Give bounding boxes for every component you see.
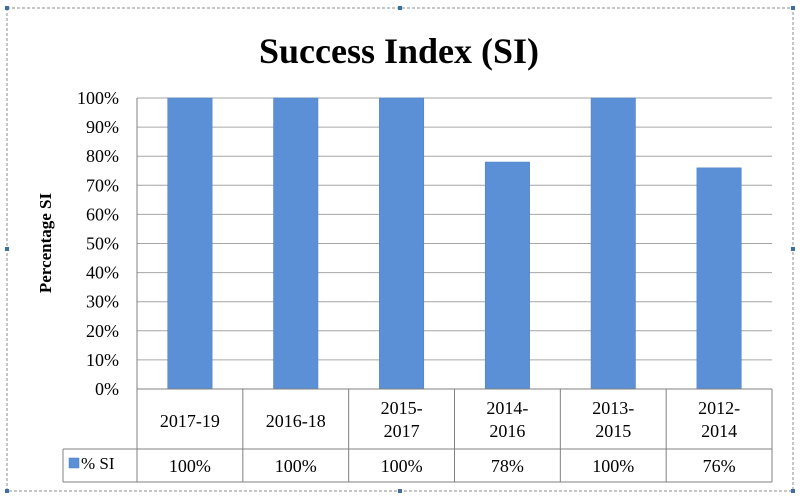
bar: [696, 167, 742, 390]
resize-handle: [5, 6, 9, 10]
x-tick-label: 2015-2017: [381, 398, 423, 441]
bar: [484, 161, 530, 390]
bar: [590, 97, 636, 390]
y-tick-label: 50%: [86, 234, 119, 254]
y-tick-label: 100%: [77, 88, 119, 108]
x-tick-label: 2012-2014: [698, 398, 740, 441]
data-label: 78%: [491, 456, 524, 476]
resize-handle: [398, 489, 402, 493]
y-tick-label: 80%: [86, 146, 119, 166]
y-tick-label: 10%: [86, 350, 119, 370]
y-tick-label: 40%: [86, 263, 119, 283]
resize-handle: [791, 6, 795, 10]
y-tick-label: 60%: [86, 204, 119, 224]
data-table: 2017-19 2016-18 2015-2017 2014-2016 2013-201…: [62, 388, 773, 483]
bar: [379, 97, 425, 390]
resize-handle: [791, 247, 795, 251]
x-tick-label: 2016-18: [266, 411, 326, 431]
data-label: 100%: [592, 456, 634, 476]
x-tick-label: 2013-2015: [592, 398, 634, 441]
resize-handle: [398, 6, 402, 10]
legend-swatch: [68, 457, 80, 469]
bar: [167, 97, 213, 390]
x-tick-label: 2014-2016: [486, 398, 528, 441]
data-label: 100%: [381, 456, 423, 476]
data-label: 76%: [703, 456, 736, 476]
bar-series: [167, 97, 742, 390]
y-tick-label: 0%: [95, 379, 119, 399]
y-axis-label: Percentage SI: [36, 193, 55, 294]
data-label: 100%: [275, 456, 317, 476]
y-tick-label: 90%: [86, 117, 119, 137]
y-tick-label: 70%: [86, 175, 119, 195]
gridlines: [136, 97, 772, 389]
resize-handle: [791, 489, 795, 493]
resize-handle: [5, 489, 9, 493]
selection-handles: [5, 6, 795, 493]
bar: [273, 97, 319, 390]
y-tick-label: 20%: [86, 321, 119, 341]
x-tick-label: 2017-19: [160, 411, 220, 431]
data-label: 100%: [169, 456, 211, 476]
chart-title: Success Index (SI): [259, 31, 539, 71]
resize-handle: [5, 247, 9, 251]
y-axis-ticks: 0% 10% 20% 30% 40% 50% 60% 70% 80% 90% 100%: [77, 88, 119, 399]
legend-label: % SI: [81, 454, 115, 473]
y-tick-label: 30%: [86, 292, 119, 312]
